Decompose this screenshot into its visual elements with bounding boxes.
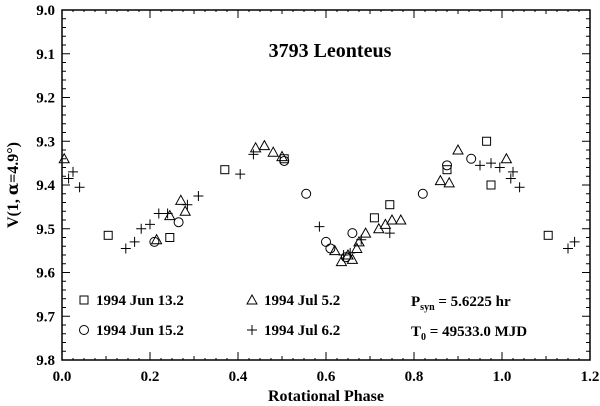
x-tick-label: 0.8 (405, 369, 424, 385)
legend-marker-triangle (246, 293, 258, 305)
y-tick-label: 9.0 (36, 3, 55, 19)
data-point-square (220, 165, 230, 175)
data-point-plus (384, 228, 395, 239)
data-point-circle (347, 228, 358, 239)
data-point-triangle (276, 150, 288, 162)
data-point-circle (466, 153, 477, 164)
data-point-circle (149, 236, 160, 247)
data-point-triangle (174, 194, 187, 205)
data-point-plus (514, 182, 525, 193)
data-point-circle (301, 188, 312, 199)
x-axis-title: Rotational Phase (268, 388, 384, 405)
data-point-plus (68, 166, 78, 177)
y-tick-label: 9.1 (36, 47, 55, 63)
data-point-plus (508, 166, 518, 177)
data-point-square (543, 230, 553, 240)
data-point-plus (505, 173, 516, 184)
legend-label: 1994 Jul 6.2 (264, 323, 340, 339)
data-point-triangle (350, 242, 363, 253)
data-point-circle (173, 217, 184, 228)
data-point-triangle (346, 253, 359, 264)
legend-marker-circle (79, 325, 89, 335)
data-point-plus (120, 243, 131, 254)
data-points (58, 136, 580, 267)
data-point-plus (475, 160, 485, 171)
data-point-triangle (500, 152, 513, 164)
data-point-triangle (249, 141, 262, 153)
data-point-square (482, 136, 492, 146)
data-point-triangle (258, 139, 271, 151)
y-tick-label: 9.7 (36, 309, 55, 325)
data-point-triangle (394, 213, 407, 225)
epoch-annotation: T0 = 49533.0 MJD (411, 324, 527, 343)
legend-marker-plus (247, 325, 257, 335)
data-point-triangle (434, 174, 447, 186)
data-point-plus (486, 158, 496, 169)
x-tick-labels: 0.0 0.2 0.4 0.6 0.8 1.0 1.2 (53, 369, 600, 385)
data-point-square (486, 180, 496, 190)
data-point-plus (345, 247, 356, 258)
y-tick-label: 9.8 (36, 353, 55, 369)
data-point-triangle (353, 235, 365, 247)
x-tick-label: 1.2 (581, 369, 600, 385)
legend-marker-square (79, 295, 89, 305)
x-tick-label: 0.0 (53, 369, 72, 385)
y-tick-label: 9.4 (36, 178, 55, 194)
legend-label: 1994 Jun 13.2 (96, 293, 184, 309)
y-tick-label: 9.2 (36, 91, 55, 107)
data-point-triangle (359, 227, 372, 238)
data-point-plus (136, 223, 147, 234)
data-point-circle (442, 160, 452, 171)
data-point-triangle (335, 255, 348, 267)
data-point-triangle (386, 213, 398, 225)
data-point-plus (356, 234, 367, 245)
data-point-plus (182, 199, 193, 210)
x-tick-label: 1.0 (493, 369, 512, 385)
data-point-plus (74, 182, 85, 193)
legend: 1994 Jun 13.2 1994 Jul 5.2 1994 Jun 15.2 19… (79, 293, 340, 339)
data-point-plus (162, 208, 173, 219)
legend-label: 1994 Jun 15.2 (96, 323, 184, 339)
y-tick-label: 9.5 (36, 222, 55, 238)
data-point-plus (569, 236, 580, 247)
data-point-plus (153, 208, 164, 219)
data-point-triangle (179, 205, 192, 216)
data-point-square (385, 200, 395, 210)
data-point-plus (193, 190, 204, 201)
data-point-plus (563, 243, 573, 254)
data-point-plus (63, 173, 74, 184)
period-annotation: Psyn = 5.6225 hr (411, 294, 511, 313)
y-tick-label: 9.3 (36, 134, 55, 150)
chart-title: 3793 Leonteus (269, 40, 392, 62)
data-point-plus (145, 219, 155, 230)
data-point-circle (321, 236, 331, 247)
y-tick-labels: 9.0 9.1 9.2 9.3 9.4 9.5 9.6 9.7 9.8 (36, 3, 55, 369)
data-point-triangle (267, 146, 280, 157)
data-point-square (103, 230, 113, 240)
data-point-triangle (328, 244, 341, 256)
x-tick-label: 0.6 (317, 369, 336, 385)
x-tick-label: 0.4 (229, 369, 248, 385)
data-point-plus (494, 162, 505, 173)
plot-frame (61, 9, 591, 361)
data-point-plus (248, 149, 259, 160)
data-point-triangle (452, 143, 464, 155)
data-point-triangle (443, 176, 456, 188)
legend-label: 1994 Jul 5.2 (264, 293, 340, 309)
data-point-plus (314, 221, 325, 232)
data-point-plus (338, 250, 349, 260)
y-axis-title: V(1, α=4.9°) (3, 142, 22, 228)
data-point-circle (417, 188, 428, 199)
data-point-triangle (163, 209, 176, 221)
data-point-square (369, 213, 379, 223)
x-tick-label: 0.2 (141, 369, 160, 385)
data-point-plus (129, 236, 140, 247)
data-point-square (165, 233, 175, 242)
data-point-plus (235, 169, 246, 180)
y-tick-label: 9.6 (36, 266, 55, 282)
data-point-square (442, 165, 452, 175)
data-point-triangle (150, 233, 163, 245)
